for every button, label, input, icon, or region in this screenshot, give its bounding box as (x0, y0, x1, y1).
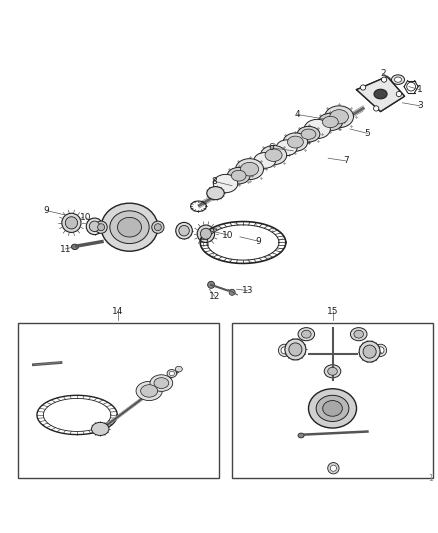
Ellipse shape (374, 344, 387, 357)
Ellipse shape (283, 133, 307, 151)
Ellipse shape (395, 77, 402, 82)
Text: 12: 12 (209, 292, 220, 301)
Ellipse shape (201, 228, 212, 239)
Ellipse shape (175, 366, 182, 372)
Ellipse shape (71, 244, 78, 249)
Ellipse shape (297, 126, 320, 142)
Ellipse shape (279, 344, 290, 357)
Ellipse shape (101, 203, 158, 251)
Ellipse shape (318, 113, 343, 131)
Circle shape (208, 281, 215, 288)
Ellipse shape (141, 385, 158, 397)
Text: 5: 5 (364, 129, 370, 138)
Bar (232, 323, 433, 478)
Circle shape (330, 465, 336, 471)
Text: 15: 15 (327, 306, 338, 316)
Text: 9: 9 (255, 237, 261, 246)
Ellipse shape (236, 159, 264, 180)
Polygon shape (357, 77, 405, 111)
Ellipse shape (392, 75, 405, 84)
Ellipse shape (301, 129, 316, 139)
Text: 10: 10 (222, 231, 233, 239)
Ellipse shape (169, 372, 174, 376)
Ellipse shape (254, 152, 276, 168)
Text: 4: 4 (295, 110, 300, 119)
Ellipse shape (110, 211, 149, 244)
Text: 7: 7 (343, 156, 349, 165)
Ellipse shape (92, 422, 109, 435)
Ellipse shape (304, 119, 330, 139)
Ellipse shape (176, 222, 192, 239)
Ellipse shape (285, 339, 306, 360)
Text: 11: 11 (60, 245, 71, 254)
Ellipse shape (363, 345, 376, 358)
Text: 8: 8 (212, 177, 218, 186)
Ellipse shape (324, 365, 341, 378)
Circle shape (374, 106, 379, 111)
Text: 2: 2 (380, 69, 385, 78)
Ellipse shape (308, 389, 357, 428)
Ellipse shape (117, 217, 141, 237)
Ellipse shape (150, 375, 173, 391)
Ellipse shape (89, 221, 100, 231)
Ellipse shape (350, 328, 367, 341)
Ellipse shape (298, 433, 304, 438)
Ellipse shape (152, 221, 164, 233)
Ellipse shape (136, 381, 162, 400)
Ellipse shape (287, 136, 304, 148)
Text: 6: 6 (268, 143, 274, 152)
Text: 1: 1 (417, 85, 423, 94)
Ellipse shape (167, 369, 177, 377)
Ellipse shape (281, 347, 288, 354)
Text: 3: 3 (417, 101, 423, 110)
Ellipse shape (359, 341, 380, 362)
Bar (18, 323, 219, 478)
Ellipse shape (377, 347, 384, 354)
Ellipse shape (240, 163, 259, 176)
Ellipse shape (207, 187, 224, 200)
Ellipse shape (197, 225, 215, 243)
Ellipse shape (265, 149, 282, 161)
Ellipse shape (227, 167, 250, 184)
Ellipse shape (231, 170, 246, 181)
Ellipse shape (213, 174, 238, 193)
Circle shape (328, 463, 339, 474)
Text: 1: 1 (428, 474, 433, 482)
Ellipse shape (154, 378, 169, 389)
Circle shape (381, 77, 387, 82)
Circle shape (360, 85, 366, 90)
Ellipse shape (354, 330, 364, 338)
Ellipse shape (322, 116, 338, 128)
Ellipse shape (154, 224, 161, 231)
Ellipse shape (328, 367, 337, 375)
Ellipse shape (316, 395, 349, 422)
Ellipse shape (298, 328, 314, 341)
Ellipse shape (98, 224, 105, 231)
Ellipse shape (62, 213, 81, 232)
Circle shape (396, 92, 402, 96)
Ellipse shape (289, 343, 302, 356)
Ellipse shape (330, 110, 349, 124)
Text: 9: 9 (44, 206, 49, 215)
Text: 14: 14 (112, 306, 124, 316)
Ellipse shape (276, 140, 297, 156)
Text: 13: 13 (242, 286, 253, 295)
Circle shape (229, 289, 235, 295)
Ellipse shape (325, 106, 353, 128)
Ellipse shape (179, 225, 189, 236)
Ellipse shape (374, 89, 387, 99)
Ellipse shape (95, 221, 107, 233)
Ellipse shape (65, 217, 78, 229)
Ellipse shape (301, 330, 311, 338)
Text: 10: 10 (80, 213, 92, 222)
Ellipse shape (86, 218, 103, 235)
Ellipse shape (261, 146, 287, 165)
Ellipse shape (323, 400, 343, 416)
